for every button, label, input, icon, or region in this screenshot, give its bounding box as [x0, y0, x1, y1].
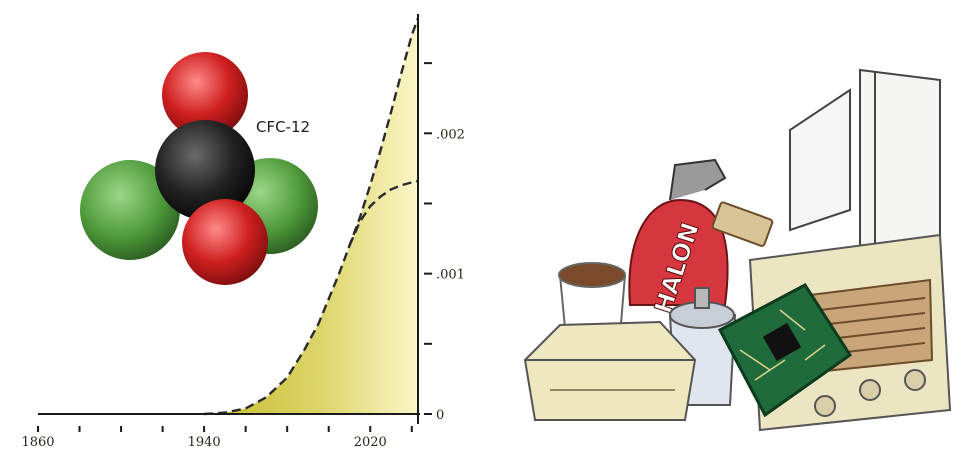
chlorine-atom-left	[80, 160, 180, 260]
x-tick-label: 1940	[188, 435, 221, 450]
y-tick-label: .001	[436, 268, 465, 283]
foam-food-container	[523, 320, 697, 421]
series-line-2	[348, 179, 419, 247]
series-lines	[204, 17, 420, 416]
carbon-atom	[155, 120, 255, 220]
circuit-board	[717, 283, 853, 418]
cfc-products-illustration: HALON	[523, 68, 952, 432]
concentration-area	[204, 18, 418, 414]
fluorine-atom-top	[162, 52, 248, 138]
x-tick-label: 1860	[21, 435, 54, 450]
halon-fire-extinguisher: HALON	[628, 158, 774, 317]
y-ticks: 0 .001 .002	[424, 62, 465, 423]
cfc-12-molecule-model	[80, 52, 318, 285]
y-tick-label: 0	[436, 408, 444, 423]
x-ticks: 1860 1940 2020	[21, 426, 413, 450]
series-line-1	[204, 17, 420, 416]
y-tick-label: .002	[436, 127, 465, 142]
cfc-12-concentration-chart: 1860 1940 2020 0 .001 .002 CFC-12	[21, 14, 465, 450]
x-tick-label: 2020	[354, 435, 387, 450]
fluorine-atom-bottom	[182, 199, 268, 285]
molecule-label: CFC-12	[256, 118, 310, 136]
